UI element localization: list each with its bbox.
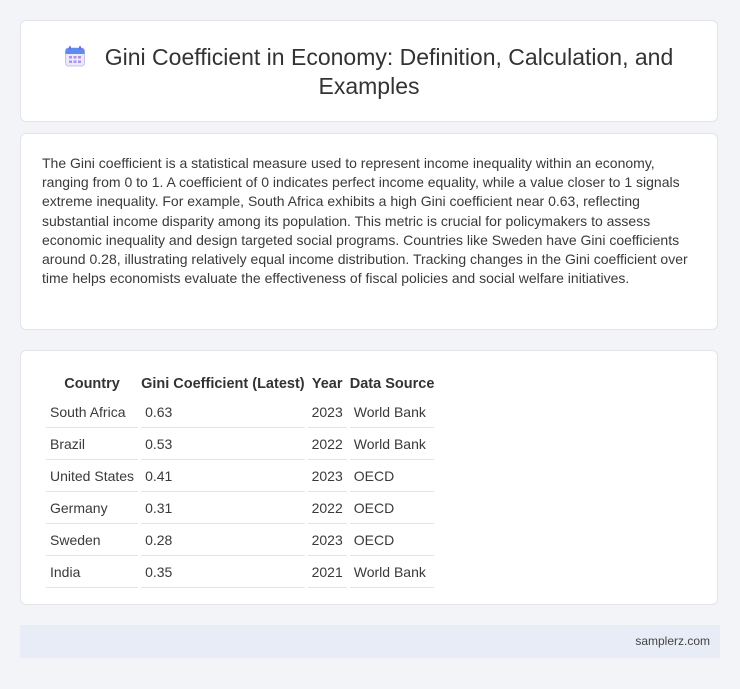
page-title: Gini Coefficient in Economy: Definition,… bbox=[51, 43, 687, 101]
cell-gini: 0.63 bbox=[141, 398, 305, 428]
column-header-source: Data Source bbox=[349, 376, 435, 392]
table-card: Country Gini Coefficient (Latest) Year D… bbox=[20, 350, 718, 605]
cell-year: 2022 bbox=[307, 430, 347, 460]
cell-year: 2022 bbox=[307, 494, 347, 524]
cell-country: India bbox=[46, 558, 139, 588]
cell-country: South Africa bbox=[46, 398, 139, 428]
table-row: India 0.35 2021 World Bank bbox=[46, 558, 435, 588]
footer-site-link[interactable]: samplerz.com bbox=[635, 634, 710, 648]
cell-year: 2023 bbox=[307, 526, 347, 556]
page-title-text: Gini Coefficient in Economy: Definition,… bbox=[104, 44, 674, 99]
title-card: Gini Coefficient in Economy: Definition,… bbox=[20, 20, 718, 122]
cell-gini: 0.41 bbox=[141, 462, 305, 492]
footer: samplerz.com bbox=[20, 625, 720, 658]
column-header-country: Country bbox=[64, 376, 120, 392]
cell-gini: 0.28 bbox=[141, 526, 305, 556]
cell-country: Sweden bbox=[46, 526, 139, 556]
cell-source: OECD bbox=[349, 526, 435, 556]
cell-gini: 0.53 bbox=[141, 430, 305, 460]
calendar-icon bbox=[64, 45, 85, 67]
cell-gini: 0.35 bbox=[141, 558, 305, 588]
cell-source: OECD bbox=[349, 462, 435, 492]
table-row: United States 0.41 2023 OECD bbox=[46, 462, 435, 492]
column-header-gini: Gini Coefficient (Latest) bbox=[141, 376, 305, 392]
cell-source: World Bank bbox=[349, 558, 435, 588]
cell-source: World Bank bbox=[349, 398, 435, 428]
cell-country: Brazil bbox=[46, 430, 139, 460]
cell-year: 2023 bbox=[307, 462, 347, 492]
table-row: Sweden 0.28 2023 OECD bbox=[46, 526, 435, 556]
gini-table: Country Gini Coefficient (Latest) Year D… bbox=[43, 371, 437, 590]
description-text: The Gini coefficient is a statistical me… bbox=[42, 155, 688, 287]
cell-country: United States bbox=[46, 462, 139, 492]
cell-year: 2021 bbox=[307, 558, 347, 588]
column-header-year: Year bbox=[311, 376, 343, 392]
cell-source: World Bank bbox=[349, 430, 435, 460]
cell-country: Germany bbox=[46, 494, 139, 524]
table-row: Brazil 0.53 2022 World Bank bbox=[46, 430, 435, 460]
cell-gini: 0.31 bbox=[141, 494, 305, 524]
description-card: The Gini coefficient is a statistical me… bbox=[20, 133, 718, 330]
table-row: South Africa 0.63 2023 World Bank bbox=[46, 398, 435, 428]
cell-year: 2023 bbox=[307, 398, 347, 428]
cell-source: OECD bbox=[349, 494, 435, 524]
table-row: Germany 0.31 2022 OECD bbox=[46, 494, 435, 524]
table-header-row: Country Gini Coefficient (Latest) Year D… bbox=[46, 373, 434, 396]
